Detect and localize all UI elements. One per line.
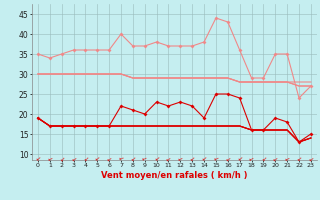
X-axis label: Vent moyen/en rafales ( km/h ): Vent moyen/en rafales ( km/h ) <box>101 171 248 180</box>
Text: ↑: ↑ <box>307 153 315 160</box>
Text: ↑: ↑ <box>212 153 219 160</box>
Text: ↑: ↑ <box>224 153 231 160</box>
Text: ↑: ↑ <box>284 153 291 160</box>
Text: ↑: ↑ <box>153 153 160 160</box>
Text: ↑: ↑ <box>165 153 172 160</box>
Text: ↑: ↑ <box>70 153 77 160</box>
Text: ↑: ↑ <box>141 153 148 160</box>
Text: ↑: ↑ <box>106 153 113 160</box>
Text: ↑: ↑ <box>295 153 303 160</box>
Text: ↑: ↑ <box>46 153 53 160</box>
Text: ↑: ↑ <box>236 153 243 160</box>
Text: ↑: ↑ <box>248 153 255 160</box>
Text: ↑: ↑ <box>129 153 137 160</box>
Text: ↑: ↑ <box>188 153 196 160</box>
Text: ↑: ↑ <box>118 153 124 160</box>
Text: ↑: ↑ <box>58 153 65 160</box>
Text: ↑: ↑ <box>272 153 279 160</box>
Text: ↑: ↑ <box>82 153 89 160</box>
Text: ↑: ↑ <box>34 153 42 160</box>
Text: ↑: ↑ <box>200 153 208 160</box>
Text: ↑: ↑ <box>260 153 267 160</box>
Text: ↑: ↑ <box>94 153 101 160</box>
Text: ↑: ↑ <box>177 153 184 160</box>
